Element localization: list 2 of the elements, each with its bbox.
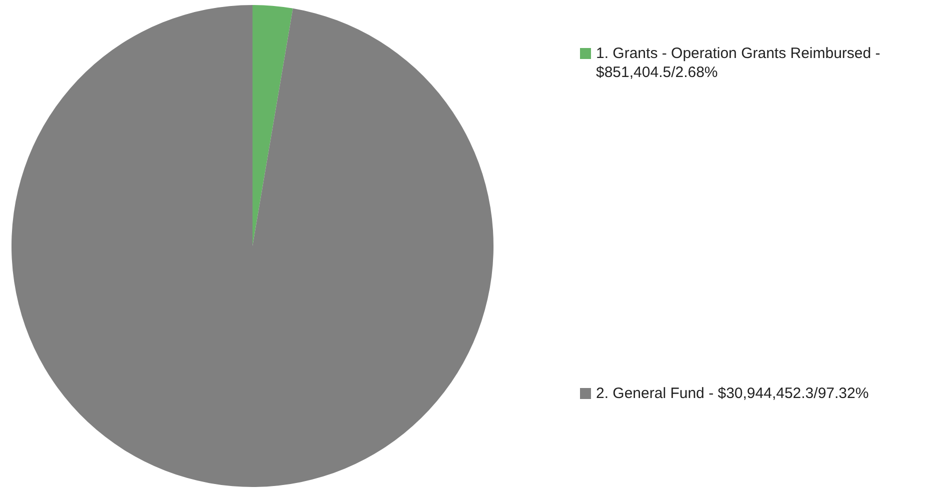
legend-label: 1. Grants - Operation Grants Reimbursed - $851,404.5/2.68% [595, 44, 882, 82]
legend-label: 2. General Fund - $30,944,452.3/97.32% [595, 384, 870, 403]
